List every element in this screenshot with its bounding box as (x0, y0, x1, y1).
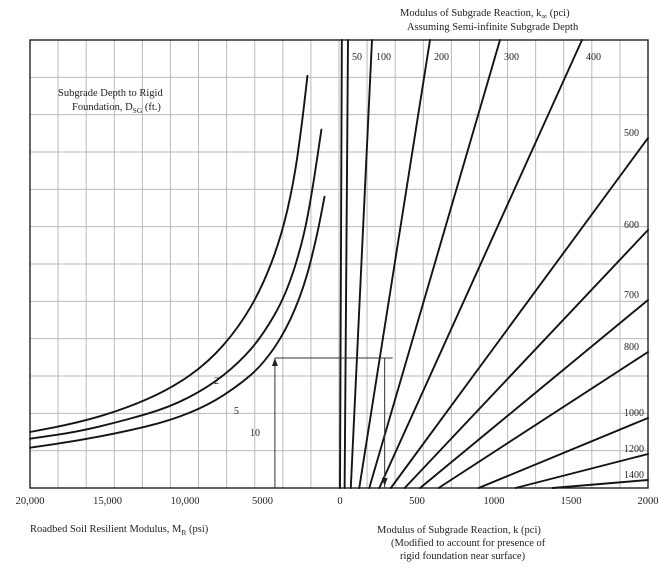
x-axis-label-left: Roadbed Soil Resilient Modulus, MR (psi) (30, 524, 209, 537)
example-path-arrow-down (381, 478, 388, 486)
k-infinity-line-500 (389, 137, 649, 489)
chart-frame (29, 39, 649, 489)
top-title-line1: Modulus of Subgrade Reaction, k∞ (pci) (400, 8, 570, 21)
x-right-tick-label: 1000 (484, 496, 505, 507)
k-infinity-label-400: 400 (586, 52, 601, 63)
depth-curve-2 (29, 74, 309, 433)
x-left-tick-label: 5000 (252, 496, 273, 507)
k-infinity-lines: 50 100 200 300 400 500 600 700 800 1000 1200 1400 (339, 39, 649, 489)
k-infinity-line-200 (358, 39, 431, 489)
k-infinity-line-1400 (551, 479, 649, 489)
k-infinity-label-800: 800 (624, 342, 639, 353)
depth-curve-label-10: 10 (250, 428, 260, 439)
x-right-tick-label: 2000 (638, 496, 659, 507)
depth-title-line1: Subgrade Depth to Rigid (58, 88, 163, 99)
k-infinity-label-200: 200 (434, 52, 449, 63)
x-left-tick-label: 20,000 (16, 496, 45, 507)
x-right-tick-label: 1500 (561, 496, 582, 507)
x-axis-label-right-line1: Modulus of Subgrade Reaction, k (pci) (377, 525, 541, 536)
k-infinity-label-500: 500 (624, 128, 639, 139)
k-infinity-label-100: 100 (376, 52, 391, 63)
x-right-tick-label: 500 (409, 496, 425, 507)
k-infinity-line-1200 (514, 453, 649, 489)
x-left-tick-label: 15,000 (93, 496, 122, 507)
k-infinity-label-1000: 1000 (624, 408, 644, 419)
example-path (271, 357, 393, 488)
x-left-tick-label: 0 (337, 496, 342, 507)
x-axis-label-right-line2: (Modified to account for presence of (391, 538, 546, 549)
k-infinity-label-300: 300 (504, 52, 519, 63)
x-left-tick-label: 10,000 (171, 496, 200, 507)
x-axis-label-right-line3: rigid foundation near surface) (400, 551, 526, 562)
k-zero-line (339, 39, 343, 489)
tick-labels: 20,000 15,000 10,000 5000 0 500 1000 1500 2000 (16, 496, 659, 507)
k-infinity-line-300 (368, 39, 501, 489)
k-infinity-line-100 (349, 39, 373, 489)
k-infinity-line-700 (419, 299, 649, 489)
k-infinity-line-1000 (477, 417, 649, 489)
example-path-arrow-up (271, 358, 278, 366)
depth-title-line2: Foundation, DSG (ft.) (72, 102, 161, 115)
k-infinity-label-600: 600 (624, 220, 639, 231)
k-infinity-line-400 (378, 39, 583, 489)
k-infinity-label-700: 700 (624, 290, 639, 301)
k-infinity-line-50 (343, 39, 349, 489)
k-infinity-label-1200: 1200 (624, 444, 644, 455)
k-infinity-line-600 (403, 229, 649, 489)
k-infinity-label-50: 50 (352, 52, 362, 63)
k-infinity-line-800 (437, 351, 649, 489)
depth-curve-5 (29, 128, 323, 440)
k-infinity-label-1400: 1400 (624, 470, 644, 481)
depth-curve-10 (29, 195, 326, 449)
depth-curve-label-5: 5 (234, 406, 239, 417)
top-title-line2: Assuming Semi-infinite Subgrade Depth (407, 22, 579, 33)
